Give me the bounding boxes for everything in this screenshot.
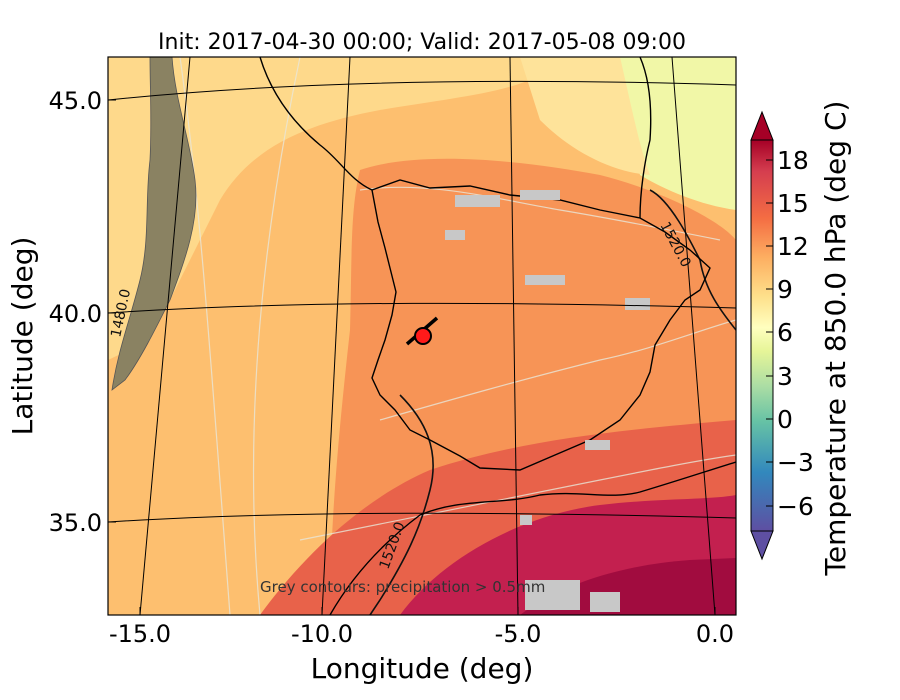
x-tick-label: -15.0 — [109, 620, 171, 648]
y-tick-label: 35.0 — [49, 509, 102, 537]
colorbar-tick-label: 9 — [777, 275, 793, 304]
colorbar-tick-label: 3 — [777, 362, 793, 391]
precipitation-areas — [445, 190, 650, 612]
map-plot-area: 1520.0 1480.0 1520.0 Grey contours: prec… — [108, 57, 736, 615]
temperature-band-ne-neutral — [520, 57, 650, 175]
colorbar: 18 15 12 9 6 3 0 −3 −6 — [750, 110, 814, 561]
y-tick-label: 40.0 — [49, 300, 102, 328]
y-tick-label: 45.0 — [49, 87, 102, 115]
colorbar-bottom-extension — [750, 530, 774, 561]
colorbar-ticks — [766, 159, 773, 507]
colorbar-tick-label: 0 — [777, 405, 793, 434]
x-tick-label: 0.0 — [696, 620, 734, 648]
figure-title: Init: 2017-04-30 00:00; Valid: 2017-05-0… — [158, 30, 686, 55]
x-tick-label: -5.0 — [495, 620, 542, 648]
colorbar-tick-label: 6 — [777, 318, 793, 347]
x-axis-label: Longitude (deg) — [311, 652, 534, 685]
precipitation-note: Grey contours: precipitation > 0.5mm — [260, 578, 545, 596]
colorbar-label: Temperature at 850.0 hPa (deg C) — [819, 101, 852, 577]
map-frame — [107, 56, 737, 616]
africa-coastline — [329, 461, 736, 615]
colorbar-tick-label: 12 — [777, 232, 809, 261]
france-coastline — [639, 57, 652, 219]
x-tick-label: -10.0 — [291, 620, 353, 648]
geopotential-contours — [369, 189, 736, 615]
contour-line-1520-south — [369, 394, 434, 615]
terrain-relief — [111, 57, 197, 391]
colorbar-body — [750, 139, 774, 532]
coastlines — [259, 57, 736, 615]
colorbar-tick-label: 15 — [777, 189, 809, 218]
y-tick-labels: 45.0 40.0 35.0 — [49, 87, 102, 537]
iberia-coastline — [371, 179, 711, 471]
temperature-band-nw-cool — [108, 57, 560, 360]
y-axis-label: Latitude (deg) — [6, 237, 39, 436]
colorbar-top-extension — [750, 110, 774, 141]
axis-ticks — [108, 99, 716, 615]
isotherm-lines — [179, 57, 736, 615]
station-marker-dot — [414, 327, 432, 345]
colorbar-tick-label: 18 — [777, 146, 809, 175]
contour-line-1520-east — [649, 189, 736, 331]
temperature-band-ne-cool — [600, 57, 736, 210]
colorbar-tick-label: −6 — [777, 492, 814, 521]
station-marker — [405, 316, 439, 346]
graticule — [108, 57, 736, 615]
west-boundary-coast — [259, 57, 373, 191]
colorbar-tick-label: −3 — [777, 448, 814, 477]
x-tick-labels: -15.0 -10.0 -5.0 0.0 — [109, 620, 734, 648]
